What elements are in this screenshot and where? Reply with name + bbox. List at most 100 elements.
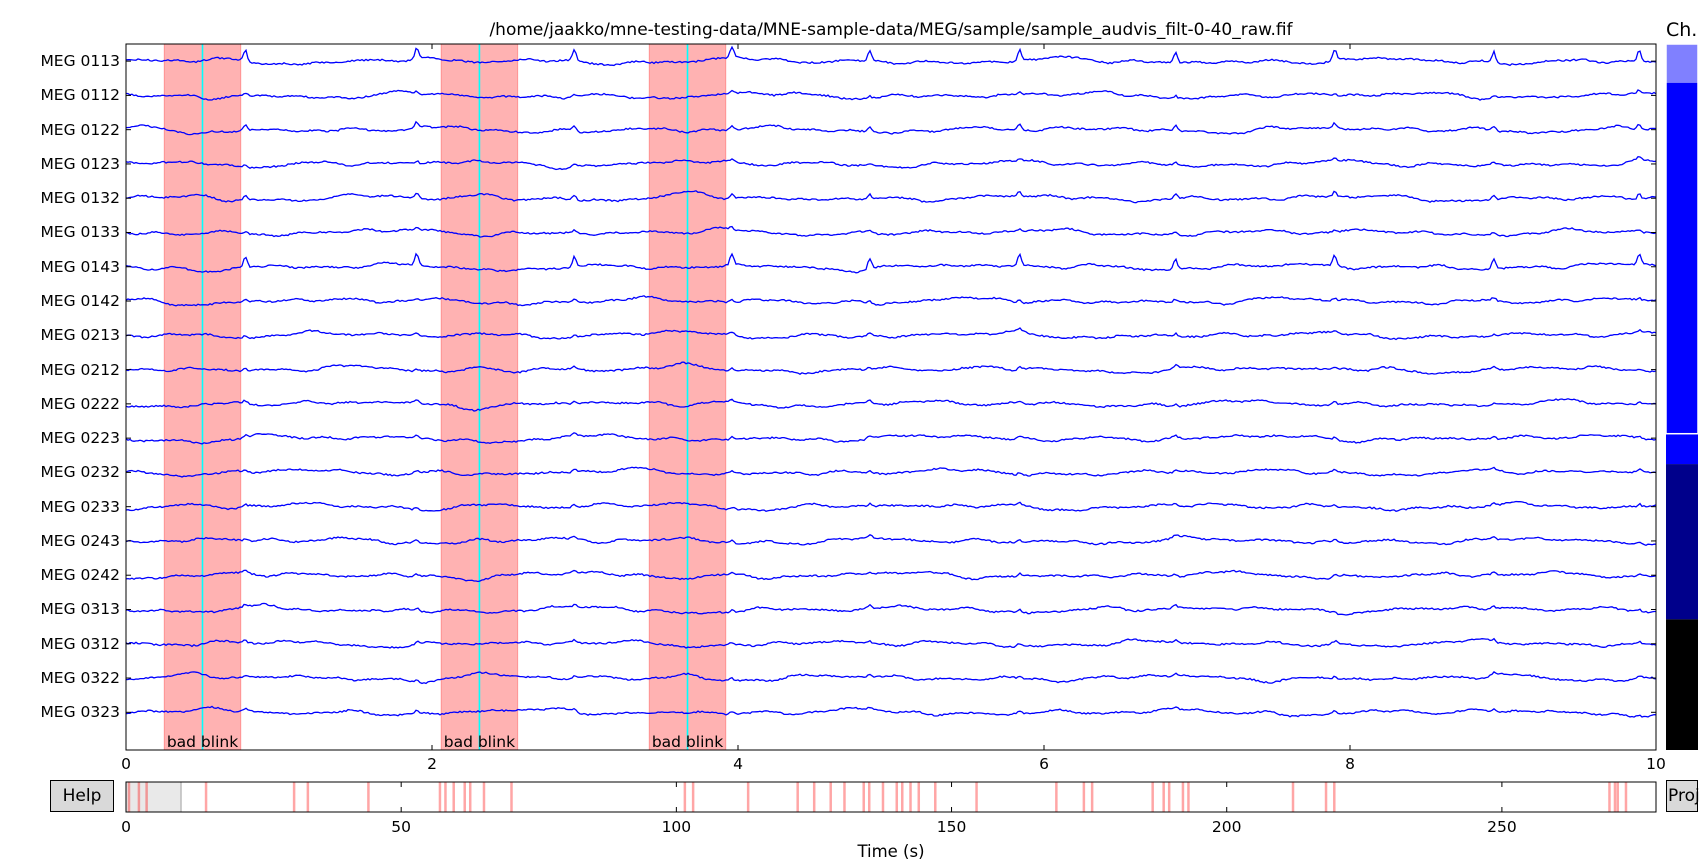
channel-label: MEG 0243 [40,531,120,550]
channel-label: MEG 0133 [40,223,120,242]
overview-annotation-marker [1613,782,1617,812]
overview-tick-label: 250 [1487,818,1517,836]
channel-trace [125,252,1657,274]
overview-annotation-marker [306,782,310,812]
proj-button[interactable]: Proj [1666,780,1700,812]
window-title: /home/jaakko/mne-testing-data/MNE-sample… [489,20,1293,40]
x-tick-label: 0 [121,755,131,773]
overview-annotation-marker [683,782,687,812]
scrollbar-segment[interactable] [1666,464,1698,620]
channel-trace [125,602,1656,616]
overview-annotation-marker [145,782,148,812]
overview-background[interactable] [126,782,1656,812]
overview-annotation-marker [127,782,131,812]
overview-annotation-marker [292,782,296,812]
channel-label: MEG 0223 [40,429,120,448]
help-button[interactable]: Help [50,780,114,812]
overview-annotation-marker [901,782,904,812]
overview-tick-label: 50 [391,818,412,836]
overview-annotation-marker [881,782,885,812]
overview-annotation-marker [1181,782,1185,812]
scrollbar-window[interactable] [1665,43,1699,435]
channel-label: MEG 0233 [40,497,120,516]
overview-annotation-marker [934,782,937,812]
annotation-label: bad blink [443,733,516,751]
scrollbar-segment[interactable] [1666,433,1698,465]
overview-frame [125,781,1657,813]
overview-annotation-marker [746,782,750,812]
scrollbar-segment[interactable] [1666,82,1698,434]
overview-annotation-marker [1616,782,1619,812]
channel-trace [125,500,1657,513]
overview-annotation-marker [452,782,455,812]
overview-tick-label: 0 [121,818,131,836]
channel-label: MEG 0322 [40,669,120,688]
x-tick-label: 6 [1039,755,1049,773]
channel-trace [125,432,1657,445]
channel-trace [125,120,1657,136]
scrollbar-segment[interactable] [1666,619,1698,750]
channel-trace [125,637,1657,649]
channel-label: MEG 0123 [40,154,120,173]
overview-annotation-marker [1187,782,1190,812]
channel-label: MEG 0113 [40,52,120,71]
channel-trace [125,190,1657,204]
x-tick-label: 8 [1345,755,1355,773]
channel-trace [125,89,1657,101]
channel-trace [125,398,1657,412]
overview-annotation-marker [1167,782,1171,812]
channel-label: MEG 0143 [40,257,120,276]
channel-trace [125,671,1657,685]
channel-label: MEG 0323 [40,703,120,722]
x-axis-label: Time (s) [857,842,925,861]
overview-annotation-marker [691,782,695,812]
overview-annotation-marker [204,782,208,812]
channel-trace [125,295,1657,307]
channel-label: MEG 0242 [40,566,120,585]
channel-trace [125,466,1657,478]
channel-trace [125,327,1657,341]
x-tick-label: 4 [733,755,743,773]
overview-annotation-marker [843,782,846,812]
overview-tick-label: 150 [936,818,967,836]
channel-scrollbar-label: Ch. [1666,19,1698,41]
overview-tick-label: 200 [1211,818,1242,836]
overview-annotation-marker [909,782,912,812]
overview-annotation-marker [812,782,816,812]
channel-label: MEG 0132 [40,189,120,208]
channel-label: MEG 0222 [40,394,120,413]
overview-annotation-marker [975,782,978,812]
overview-annotation-marker [444,782,447,812]
overview-annotation-marker [796,782,799,812]
overview-annotation-marker [867,782,871,812]
overview-annotation-marker [367,782,370,812]
annotation-label: bad blink [166,733,239,751]
overview-annotation-marker [1608,782,1611,812]
overview-annotation-marker [1082,782,1086,812]
x-tick-label: 10 [1646,755,1666,773]
channel-trace [125,569,1657,583]
overview-annotation-marker [1291,782,1295,812]
scrollbar-segment[interactable] [1666,44,1698,83]
channel-trace [125,156,1657,171]
channel-label: MEG 0142 [40,292,120,311]
overview-annotation-marker [917,782,921,812]
annotation-label: bad blink [651,733,724,751]
overview-annotation-marker [895,782,899,812]
overview-view-window[interactable] [125,781,182,813]
overview-annotation-marker [1624,782,1628,812]
plot-frame [125,43,1657,751]
overview-annotation-marker [862,782,865,812]
channel-label: MEG 0313 [40,600,120,619]
overview-annotation-marker [1151,782,1154,812]
channel-trace [125,225,1657,238]
channel-label: MEG 0122 [40,120,120,139]
overview-annotation-marker [438,782,442,812]
channel-label: MEG 0232 [40,463,120,482]
x-tick-label: 2 [427,755,437,773]
channel-label: MEG 0312 [40,634,120,653]
overview-annotation-marker [510,782,513,812]
overview-annotation-marker [1162,782,1165,812]
overview-annotation-marker [463,782,466,812]
